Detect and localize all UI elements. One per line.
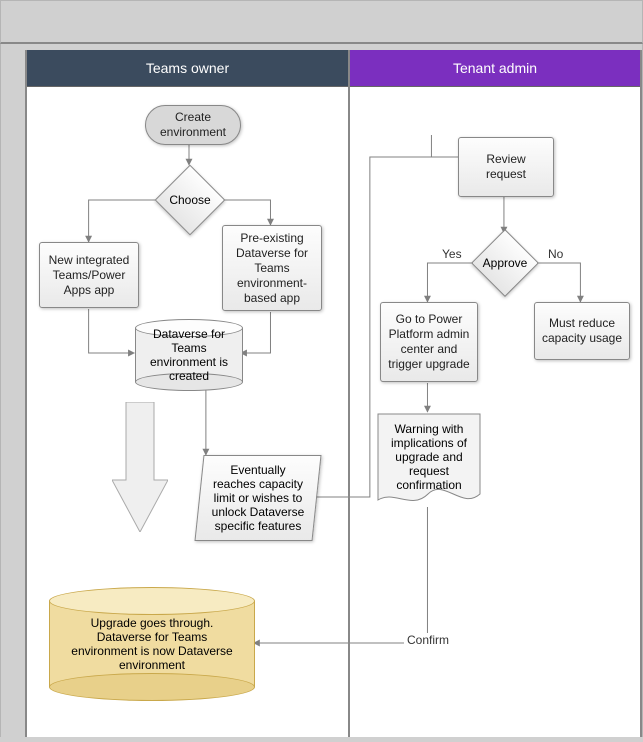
node-must-reduce: Must reduce capacity usage (534, 302, 630, 360)
node-label: Create environment (152, 110, 234, 140)
edge-label-confirm: Confirm (404, 633, 452, 647)
swimlane-container: Teams owner (0, 50, 643, 737)
edge-label-no: No (548, 247, 563, 261)
node-new-integrated: New integrated Teams/Power Apps app (39, 242, 139, 308)
node-upgrade-result: Upgrade goes through. Dataverse for Team… (49, 587, 255, 701)
lane-header-tenant-admin: Tenant admin (350, 50, 640, 87)
node-warning-doc: Warning with implications of upgrade and… (376, 412, 482, 512)
lane-body-teams-owner: Create environment Choose New integrated… (27, 87, 348, 737)
lane-teams-owner: Teams owner (27, 50, 350, 737)
node-label: New integrated Teams/Power Apps app (46, 253, 132, 298)
node-label: Upgrade goes through. Dataverse for Team… (71, 616, 233, 672)
node-goto-ppac: Go to Power Platform admin center and tr… (380, 302, 478, 382)
node-choose-decision: Choose (165, 175, 215, 225)
node-approve-decision: Approve (481, 239, 529, 287)
node-label: Review request (465, 152, 547, 182)
node-pre-existing: Pre-existing Dataverse for Teams environ… (222, 225, 322, 311)
node-review-request: Review request (458, 137, 554, 197)
node-create-environment: Create environment (145, 105, 241, 145)
lane-tenant-admin: Tenant admin (350, 50, 642, 737)
frame-top-bar (0, 0, 643, 44)
node-label: Eventually reaches capacity limit or wis… (212, 463, 305, 533)
node-label: Pre-existing Dataverse for Teams environ… (229, 231, 315, 306)
edge-label-yes: Yes (442, 247, 462, 261)
lane-body-tenant-admin: Review request Approve Yes No Go to Powe… (350, 87, 640, 737)
node-label: Warning with implications of upgrade and… (386, 422, 472, 492)
node-label: Dataverse for Teams environment is creat… (145, 327, 233, 383)
node-dataverse-created: Dataverse for Teams environment is creat… (135, 319, 243, 391)
node-capacity-limit: Eventually reaches capacity limit or wis… (194, 455, 321, 541)
swimlane-side-gutter (1, 50, 27, 737)
node-label: Must reduce capacity usage (541, 316, 623, 346)
big-down-arrow (112, 402, 168, 532)
node-label: Go to Power Platform admin center and tr… (387, 312, 471, 372)
lane-header-teams-owner: Teams owner (27, 50, 348, 87)
